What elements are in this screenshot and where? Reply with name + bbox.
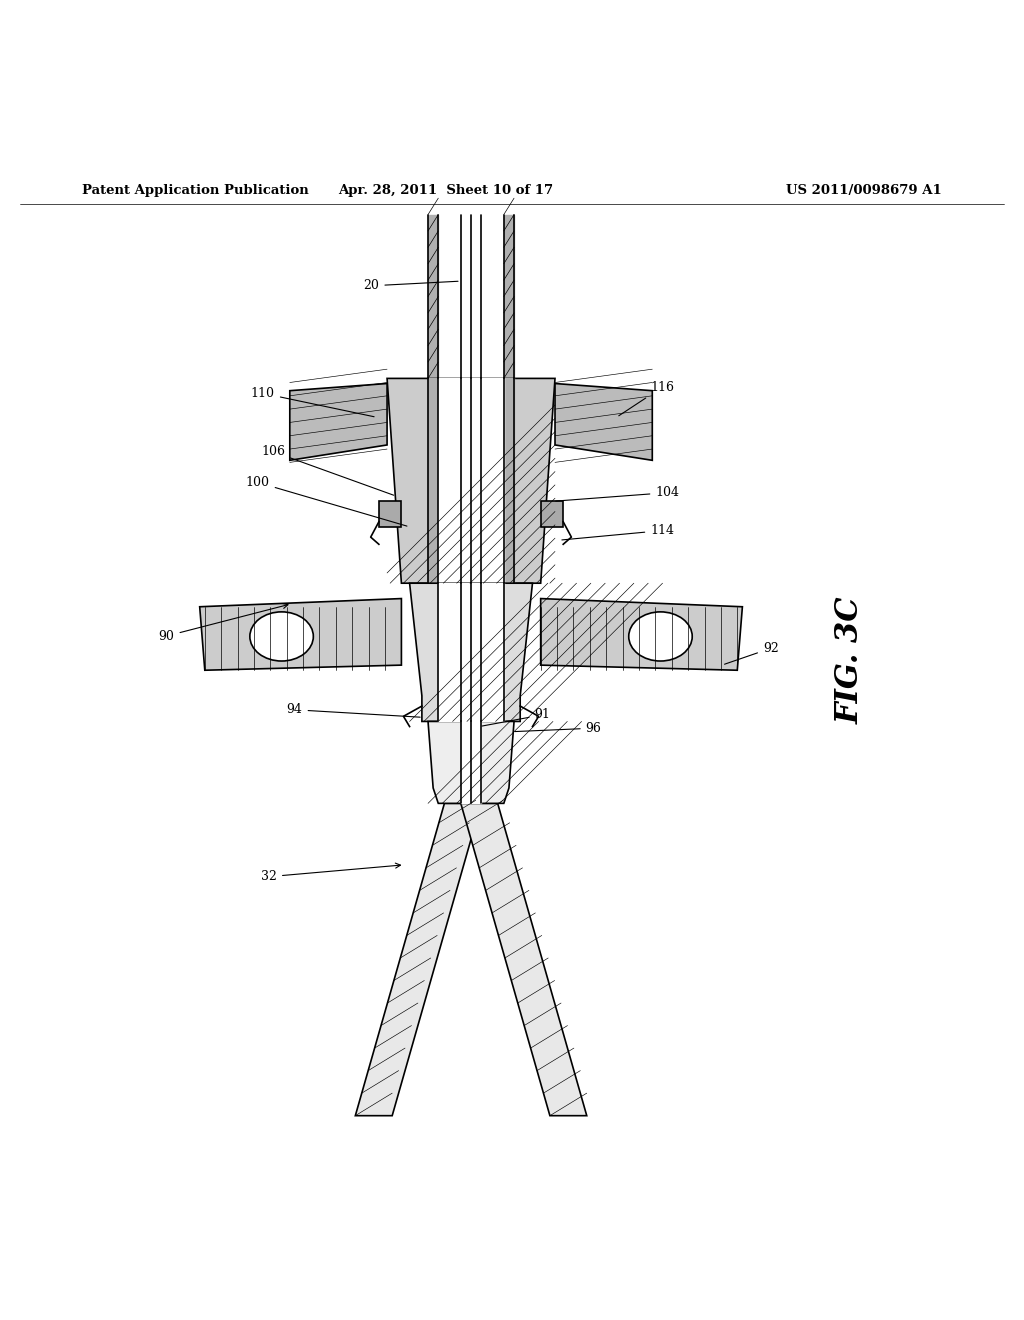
Text: 91: 91 [482, 709, 551, 726]
Polygon shape [410, 583, 532, 722]
Text: Apr. 28, 2011  Sheet 10 of 17: Apr. 28, 2011 Sheet 10 of 17 [338, 183, 553, 197]
Text: 20: 20 [364, 280, 458, 292]
Ellipse shape [250, 612, 313, 661]
Polygon shape [555, 384, 652, 461]
Text: 92: 92 [725, 642, 778, 664]
Polygon shape [379, 502, 401, 527]
Polygon shape [355, 804, 481, 1115]
Text: 106: 106 [261, 445, 393, 495]
Text: 100: 100 [246, 477, 407, 527]
Polygon shape [387, 379, 555, 583]
Text: Patent Application Publication: Patent Application Publication [82, 183, 308, 197]
Text: 116: 116 [618, 380, 674, 416]
Polygon shape [428, 722, 514, 804]
Polygon shape [541, 502, 563, 527]
Text: 32: 32 [261, 863, 400, 883]
Text: 96: 96 [515, 722, 602, 735]
Text: 104: 104 [556, 486, 679, 502]
Text: 90: 90 [159, 603, 288, 643]
Text: 110: 110 [251, 387, 374, 417]
Text: FIG. 3C: FIG. 3C [835, 597, 865, 723]
Text: US 2011/0098679 A1: US 2011/0098679 A1 [786, 183, 942, 197]
Polygon shape [461, 804, 587, 1115]
Polygon shape [200, 598, 401, 671]
Polygon shape [541, 598, 742, 671]
Polygon shape [290, 384, 387, 461]
Text: 94: 94 [287, 704, 420, 717]
Ellipse shape [629, 612, 692, 661]
Text: 114: 114 [562, 524, 674, 540]
